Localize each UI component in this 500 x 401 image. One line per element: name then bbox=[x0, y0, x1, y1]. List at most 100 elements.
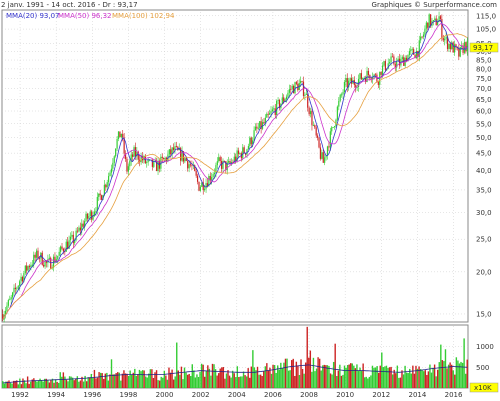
candle-body bbox=[271, 109, 274, 112]
volume-bar bbox=[75, 378, 77, 388]
candle-body bbox=[33, 254, 35, 265]
volume-bar bbox=[137, 374, 139, 388]
candle-body bbox=[71, 234, 73, 237]
candle-body bbox=[204, 188, 206, 191]
candle-body bbox=[120, 133, 122, 138]
volume-bar bbox=[214, 369, 217, 388]
candle-body bbox=[293, 85, 295, 94]
candle-body bbox=[318, 137, 320, 148]
candle-body bbox=[442, 38, 444, 41]
volume-bar bbox=[158, 380, 161, 388]
candle-body bbox=[58, 251, 60, 256]
volume-bar bbox=[183, 367, 186, 388]
volume-bar bbox=[134, 368, 136, 388]
candle-body bbox=[130, 154, 132, 161]
volume-bar bbox=[332, 361, 335, 388]
volume-bar bbox=[5, 381, 7, 388]
volume-bar bbox=[188, 373, 190, 388]
volume-bar bbox=[185, 372, 187, 388]
volume-bar bbox=[343, 365, 346, 388]
candle-body bbox=[434, 18, 436, 21]
candle-body bbox=[79, 227, 81, 231]
candle-body bbox=[438, 16, 440, 22]
volume-bar bbox=[336, 375, 338, 388]
volume-bar bbox=[437, 369, 439, 388]
volume-bar bbox=[129, 370, 131, 388]
volume-bar bbox=[415, 365, 417, 388]
volume-bar bbox=[300, 359, 302, 388]
candle-body bbox=[86, 213, 89, 219]
volume-bar bbox=[318, 358, 321, 388]
volume-bar bbox=[131, 374, 133, 388]
candle-body bbox=[67, 241, 69, 249]
volume-bar bbox=[421, 370, 423, 388]
volume-bar bbox=[367, 378, 369, 388]
volume-bar bbox=[449, 362, 451, 388]
candle-body bbox=[287, 92, 289, 97]
price-tick-label: 70,0 bbox=[476, 85, 492, 93]
volume-bar bbox=[157, 380, 159, 388]
candle-body bbox=[259, 121, 261, 128]
candle-body bbox=[346, 78, 348, 88]
price-tick-label: 50,0 bbox=[476, 134, 492, 142]
candle-body bbox=[453, 44, 456, 53]
volume-bar bbox=[424, 370, 426, 388]
price-tick-label: 65,0 bbox=[476, 96, 492, 104]
candle-body bbox=[37, 250, 39, 259]
volume-bar bbox=[143, 370, 145, 388]
volume-bar bbox=[280, 362, 282, 388]
volume-axis: 1000 500 bbox=[476, 343, 494, 372]
candle-body bbox=[164, 157, 166, 160]
volume-bar bbox=[12, 380, 15, 388]
candle-body bbox=[372, 77, 374, 80]
price-tick-label: 45,0 bbox=[476, 150, 492, 158]
volume-tick-label: 500 bbox=[476, 364, 489, 372]
volume-bar bbox=[446, 368, 448, 388]
time-tick-label: 1996 bbox=[83, 391, 101, 399]
candle-body bbox=[122, 133, 124, 138]
volume-bar bbox=[40, 380, 43, 388]
volume-bar bbox=[306, 326, 308, 388]
volume-bar bbox=[235, 377, 237, 388]
volume-bar bbox=[227, 370, 229, 388]
volume-bar bbox=[249, 377, 251, 388]
candle-body bbox=[348, 80, 350, 88]
candle-body bbox=[445, 36, 447, 39]
candle-body bbox=[222, 160, 224, 169]
volume-bar bbox=[433, 364, 436, 388]
candle-body bbox=[387, 63, 389, 69]
candle-body bbox=[439, 16, 442, 19]
time-tick-label: 2014 bbox=[409, 391, 427, 399]
legend-mma100: MMA(100) 102,94 bbox=[112, 12, 175, 20]
candle-body bbox=[365, 77, 367, 82]
volume-bar bbox=[96, 377, 99, 388]
candle-body bbox=[309, 111, 312, 115]
candle-body bbox=[192, 165, 194, 167]
time-tick-label: 1998 bbox=[120, 391, 138, 399]
volume-bar bbox=[252, 350, 254, 388]
candle-body bbox=[246, 149, 248, 155]
candle-body bbox=[285, 96, 288, 100]
volume-bar bbox=[370, 375, 372, 388]
volume-bar bbox=[245, 376, 248, 388]
volume-bar bbox=[71, 377, 74, 388]
volume-bar bbox=[31, 379, 33, 388]
volume-bar bbox=[334, 343, 336, 388]
volume-bar bbox=[247, 368, 249, 388]
volume-bar bbox=[457, 360, 459, 388]
candle-body bbox=[329, 131, 331, 148]
volume-bar bbox=[44, 378, 46, 388]
candle-body bbox=[202, 182, 204, 191]
candle-body bbox=[325, 155, 327, 158]
volume-bar bbox=[30, 381, 32, 388]
volume-bar bbox=[19, 378, 21, 388]
volume-bar bbox=[295, 361, 298, 388]
volume-bar bbox=[407, 373, 409, 388]
candle-body bbox=[394, 63, 396, 68]
candle-body bbox=[405, 57, 408, 62]
price-tick-label: 60,0 bbox=[476, 108, 492, 116]
price-tick-label: 25,0 bbox=[476, 236, 492, 244]
volume-bar bbox=[395, 373, 397, 388]
candle-body bbox=[24, 265, 26, 274]
volume-bar bbox=[264, 366, 266, 388]
